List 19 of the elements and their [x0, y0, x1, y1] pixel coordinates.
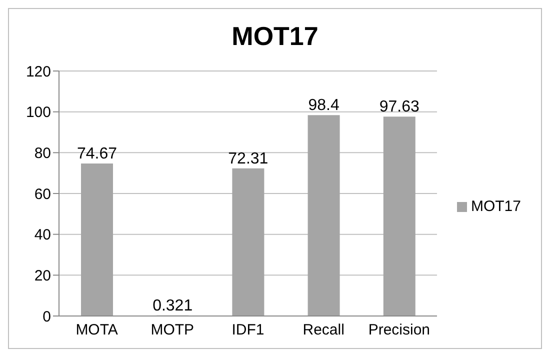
data-label: 97.63	[379, 98, 420, 116]
y-tick-label: 100	[26, 104, 51, 122]
x-tick-label: Recall	[302, 322, 344, 339]
data-label: 72.31	[228, 150, 268, 168]
x-tick-label: MOTP	[150, 322, 194, 339]
x-tick-label: MOTA	[76, 322, 118, 339]
y-tick-label: 40	[34, 226, 51, 244]
x-tick-label: IDF1	[232, 322, 264, 339]
y-tick-label: 20	[34, 267, 51, 284]
y-tick-label: 0	[42, 308, 51, 326]
y-tick-label: 60	[34, 186, 51, 203]
x-tick-label: Precision	[368, 322, 430, 339]
y-tick-label: 120	[26, 63, 51, 80]
data-label: 98.4	[308, 97, 340, 114]
y-tick-label: 80	[34, 144, 51, 162]
data-label: 74.67	[76, 146, 118, 163]
legend-label: MOT17	[470, 198, 521, 214]
chart-title: MOT17	[230, 20, 320, 53]
data-label: 0.321	[152, 297, 193, 314]
